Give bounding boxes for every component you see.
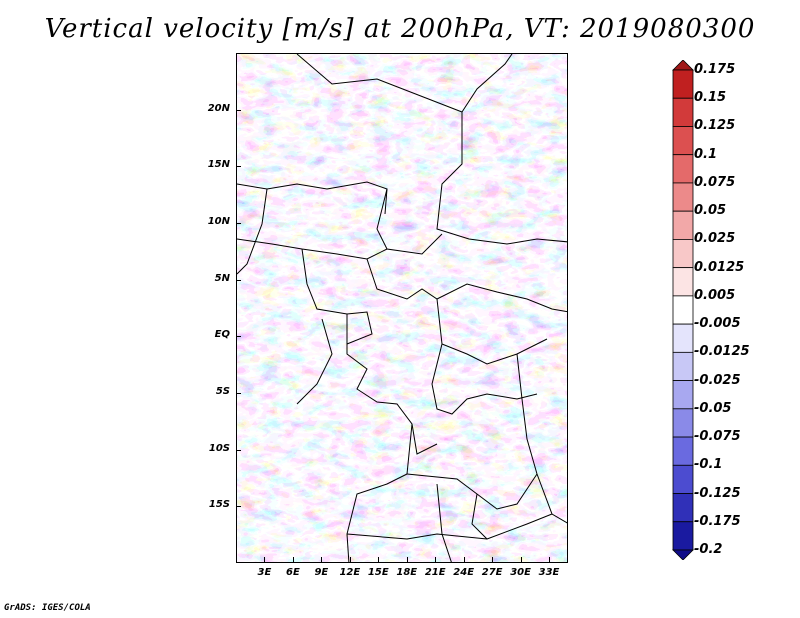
lat-tick xyxy=(236,393,241,394)
lon-label: 15E xyxy=(367,567,389,578)
lon-tick xyxy=(435,557,437,562)
colorbar-cells xyxy=(672,60,694,560)
lon-label: 9E xyxy=(314,567,329,578)
lat-label: 10S xyxy=(208,442,230,454)
lon-label: 3E xyxy=(257,567,272,578)
colorbar-cell xyxy=(672,493,694,523)
lon-label: 33E xyxy=(538,567,560,578)
vertical-velocity-field xyxy=(237,54,567,562)
colorbar-level-label: -0.125 xyxy=(694,485,741,501)
lat-label: 5S xyxy=(215,386,230,397)
lon-label: 18E xyxy=(396,567,418,578)
lat-tick xyxy=(236,336,241,338)
chart-title: Vertical velocity [m/s] at 200hPa, VT: 2… xyxy=(44,14,756,44)
colorbar-cell xyxy=(672,267,694,297)
colorbar-level-label: -0.005 xyxy=(694,316,741,332)
lat-label: EQ xyxy=(214,329,230,341)
lat-label: 15N xyxy=(207,159,230,171)
lon-tick xyxy=(349,557,351,562)
country-borders xyxy=(237,54,567,562)
colorbar-cell xyxy=(672,60,694,71)
colorbar-cell xyxy=(672,239,694,269)
lon-label: 24E xyxy=(453,567,475,578)
lat-label: 20N xyxy=(207,102,230,114)
colorbar-cell xyxy=(672,323,694,353)
lon-tick xyxy=(549,557,551,562)
colorbar-cell xyxy=(672,351,694,381)
lat-label: 10N xyxy=(207,216,230,227)
colorbar-cell xyxy=(672,69,694,99)
lon-tick xyxy=(520,557,522,562)
colorbar-cell xyxy=(672,154,694,184)
colorbar-level-label: 0.1 xyxy=(694,146,718,162)
lat-tick xyxy=(236,223,241,224)
colorbar-cell xyxy=(672,464,694,494)
lon-label: 12E xyxy=(339,567,361,578)
lon-label: 6E xyxy=(286,567,300,578)
lon-tick xyxy=(378,557,380,562)
lon-tick xyxy=(492,557,494,562)
grads-credit: GrADS: IGES/COLA xyxy=(4,603,91,613)
lat-tick xyxy=(236,166,241,168)
map-panel xyxy=(236,53,568,563)
colorbar-level-label: 0.125 xyxy=(694,118,736,134)
lon-label: 21E xyxy=(424,567,446,578)
lon-tick xyxy=(264,557,266,562)
colorbar-level-label: 0.025 xyxy=(694,231,736,247)
colorbar-cell xyxy=(672,408,694,438)
colorbar-level-label: -0.05 xyxy=(694,400,732,416)
colorbar-cell xyxy=(672,521,694,551)
lat-label: 15S xyxy=(208,499,230,511)
lon-label: 27E xyxy=(481,567,503,578)
colorbar-level-label: 0.075 xyxy=(694,174,736,190)
colorbar-cell xyxy=(672,126,694,156)
colorbar-cell xyxy=(672,380,694,410)
lat-label: 5N xyxy=(214,272,230,284)
colorbar xyxy=(672,60,694,560)
lat-tick xyxy=(236,109,241,111)
colorbar-cell xyxy=(672,97,694,127)
colorbar-level-label: 0.175 xyxy=(694,62,736,77)
colorbar-cell xyxy=(672,210,694,240)
colorbar-level-label: -0.0125 xyxy=(694,344,750,360)
lat-tick xyxy=(236,279,241,281)
lon-label: 30E xyxy=(510,567,531,578)
colorbar-level-label: -0.075 xyxy=(694,429,741,445)
colorbar-level-label: 0.15 xyxy=(694,90,727,106)
lon-tick xyxy=(292,557,294,562)
colorbar-cell xyxy=(672,436,694,466)
colorbar-cell xyxy=(672,295,694,325)
lat-tick xyxy=(236,506,241,508)
lon-tick xyxy=(463,557,465,562)
colorbar-level-label: -0.2 xyxy=(694,542,723,557)
lon-tick xyxy=(321,557,323,562)
colorbar-level-label: -0.175 xyxy=(694,513,741,529)
colorbar-cell xyxy=(672,549,694,560)
colorbar-cell xyxy=(672,182,694,212)
velocity-shading xyxy=(237,54,567,562)
colorbar-level-label: 0.0125 xyxy=(694,259,745,275)
colorbar-level-label: -0.025 xyxy=(694,372,741,388)
lat-tick xyxy=(236,449,241,451)
colorbar-level-label: 0.005 xyxy=(694,287,736,303)
lon-tick xyxy=(406,557,408,562)
colorbar-level-label: -0.1 xyxy=(694,457,723,473)
colorbar-level-label: 0.05 xyxy=(694,203,727,219)
